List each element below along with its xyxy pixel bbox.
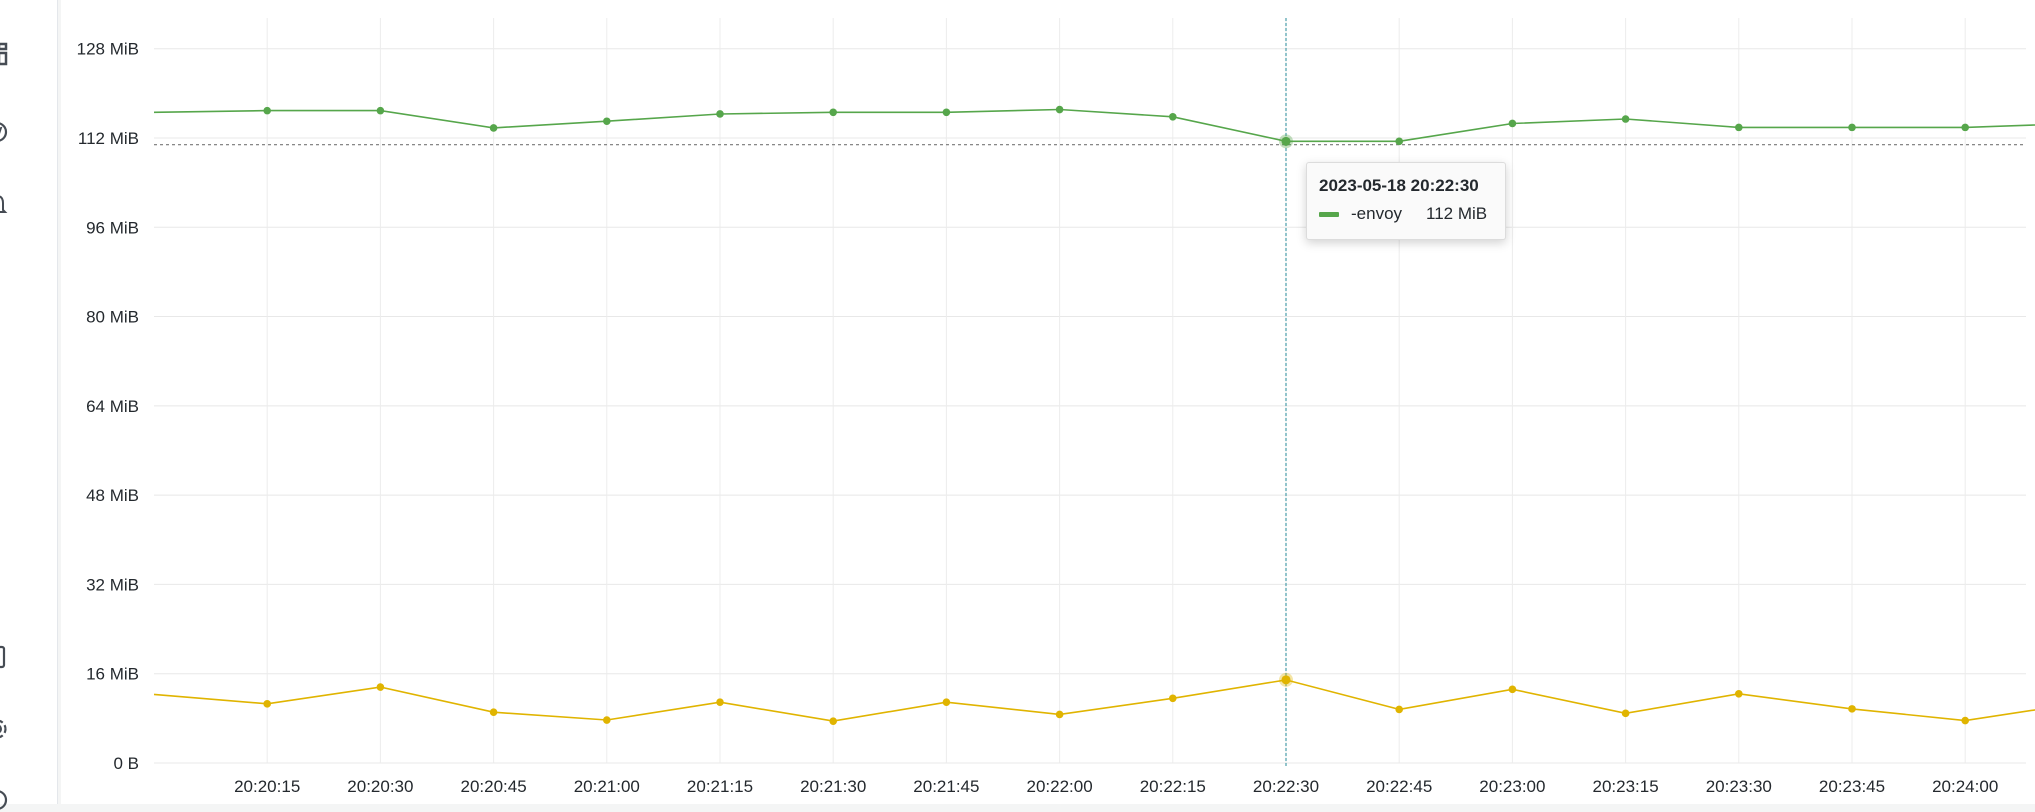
data-point xyxy=(263,106,271,115)
tooltip-row: -envoy 112 MiB xyxy=(1319,204,1487,224)
tooltip-series-swatch xyxy=(1319,211,1339,217)
tooltip-series-value: 112 MiB xyxy=(1426,204,1488,223)
data-point xyxy=(489,708,498,717)
tooltip-timestamp: 2023-05-18 20:22:30 xyxy=(1319,176,1479,195)
highlight-point xyxy=(1281,675,1291,685)
y-axis: 0 B 16 MiB 32 MiB 48 MiB 64 MiB 80 MiB 96 MiB 1… xyxy=(77,40,139,773)
data-point xyxy=(1735,690,1743,698)
data-point xyxy=(1169,112,1177,121)
x-tick-label: 20:22:45 xyxy=(1366,777,1432,796)
data-point xyxy=(1848,123,1856,132)
x-tick-label: 20:21:30 xyxy=(800,777,866,796)
tooltip-series-name: -envoy xyxy=(1351,204,1403,223)
x-tick-label: 20:22:15 xyxy=(1140,777,1206,796)
x-tick-label: 20:22:00 xyxy=(1027,777,1093,796)
settings-icon[interactable] xyxy=(0,717,8,741)
series-layer xyxy=(153,105,2035,725)
x-tick-label: 20:20:15 xyxy=(234,777,300,796)
x-tick-label: 20:24:00 xyxy=(1932,777,1998,796)
data-point xyxy=(376,683,385,691)
data-point xyxy=(603,117,611,126)
y-tick-label: 48 MiB xyxy=(86,486,139,505)
data-point xyxy=(716,110,724,118)
y-tick-label: 32 MiB xyxy=(86,575,139,594)
data-point xyxy=(1508,119,1517,128)
data-point xyxy=(489,124,498,132)
data-point xyxy=(1848,705,1856,713)
alerting-icon[interactable] xyxy=(0,192,8,216)
data-point xyxy=(1961,123,1969,132)
data-point xyxy=(1055,710,1064,719)
data-point xyxy=(942,108,951,117)
data-point xyxy=(1621,115,1630,123)
data-point xyxy=(942,698,951,706)
data-point xyxy=(1961,716,1969,725)
time-series-panel: 0 B 16 MiB 32 MiB 48 MiB 64 MiB 80 MiB 96 MiB 1… xyxy=(61,0,2035,804)
series-line xyxy=(153,679,2035,722)
dashboards-icon[interactable] xyxy=(0,42,8,66)
data-point xyxy=(1395,705,1403,714)
x-tick-label: 20:23:30 xyxy=(1706,777,1772,796)
help-icon[interactable] xyxy=(0,788,8,812)
series-line xyxy=(153,108,2035,143)
x-tick-label: 20:23:15 xyxy=(1593,777,1659,796)
y-tick-label: 112 MiB xyxy=(78,129,139,148)
data-point xyxy=(263,700,271,708)
data-point xyxy=(716,698,724,706)
plugin-icon[interactable] xyxy=(0,645,8,669)
x-tick-label: 20:21:45 xyxy=(913,777,979,796)
x-tick-label: 20:20:45 xyxy=(461,777,527,796)
data-point xyxy=(1508,685,1517,694)
data-point xyxy=(1169,694,1177,703)
x-tick-label: 20:20:30 xyxy=(347,777,413,796)
sidebar xyxy=(0,0,58,810)
data-point xyxy=(376,106,385,115)
data-point xyxy=(1621,709,1630,718)
explore-icon[interactable] xyxy=(0,120,8,144)
data-point xyxy=(1395,137,1403,146)
y-tick-label: 16 MiB xyxy=(86,665,139,684)
data-point xyxy=(1055,105,1064,114)
y-tick-label: 80 MiB xyxy=(86,308,139,327)
x-tick-label: 20:21:15 xyxy=(687,777,753,796)
hover-tooltip: 2023-05-18 20:22:30 -envoy 112 MiB xyxy=(1306,162,1506,240)
y-tick-label: 96 MiB xyxy=(86,218,139,237)
data-point xyxy=(829,717,837,725)
grid xyxy=(154,18,2026,764)
highlight-point xyxy=(1281,136,1291,146)
y-tick-label: 64 MiB xyxy=(86,397,139,416)
x-tick-label: 20:22:30 xyxy=(1253,777,1319,796)
data-point xyxy=(1735,123,1743,132)
x-tick-label: 20:21:00 xyxy=(574,777,640,796)
x-tick-label: 20:23:00 xyxy=(1479,777,1545,796)
data-point xyxy=(603,716,611,724)
y-tick-label: 128 MiB xyxy=(77,40,139,59)
y-tick-label: 0 B xyxy=(113,754,139,773)
memory-usage-chart[interactable]: 0 B 16 MiB 32 MiB 48 MiB 64 MiB 80 MiB 96 MiB 1… xyxy=(61,0,2035,804)
x-tick-label: 20:23:45 xyxy=(1819,777,1885,796)
x-axis: 20:20:15 20:20:30 20:20:45 20:21:00 20:21:15… xyxy=(234,777,1998,796)
data-point xyxy=(829,108,837,117)
